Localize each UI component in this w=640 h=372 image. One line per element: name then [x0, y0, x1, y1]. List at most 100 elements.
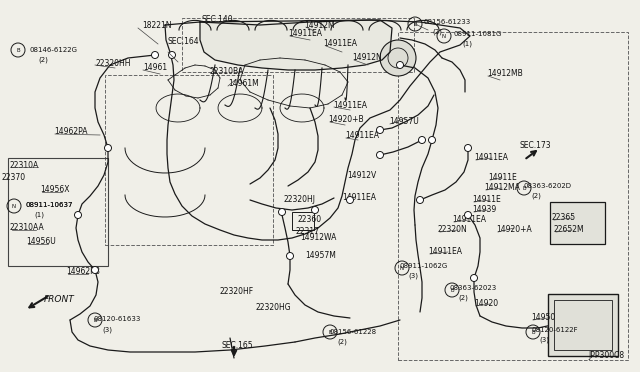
- Bar: [292, 212, 314, 230]
- Text: 14956X: 14956X: [40, 186, 70, 195]
- Text: 14911EA: 14911EA: [333, 100, 367, 109]
- Text: 22320HJ: 22320HJ: [283, 196, 315, 205]
- Circle shape: [376, 126, 383, 134]
- Text: 14912WA: 14912WA: [300, 234, 337, 243]
- Text: 14912MB: 14912MB: [487, 70, 523, 78]
- Circle shape: [376, 151, 383, 158]
- Text: (1): (1): [462, 41, 472, 47]
- Text: 14950: 14950: [531, 314, 556, 323]
- Circle shape: [397, 61, 403, 68]
- Circle shape: [152, 51, 159, 58]
- Text: 08911-10637: 08911-10637: [26, 202, 74, 208]
- Text: 08156-61233: 08156-61233: [424, 19, 471, 25]
- Text: 22320HF: 22320HF: [220, 288, 254, 296]
- Text: JPP300C8: JPP300C8: [588, 352, 624, 360]
- Circle shape: [470, 275, 477, 282]
- Text: (3): (3): [408, 273, 418, 279]
- Text: 22310A: 22310A: [10, 160, 39, 170]
- Text: 22310BA: 22310BA: [210, 67, 244, 77]
- Text: 22370: 22370: [2, 173, 26, 183]
- Text: B: B: [413, 22, 417, 26]
- Bar: [550, 202, 605, 244]
- Text: 22320HH: 22320HH: [96, 58, 131, 67]
- Text: 14961M: 14961M: [228, 80, 259, 89]
- Polygon shape: [200, 20, 392, 70]
- Text: 08363-6202D: 08363-6202D: [523, 183, 571, 189]
- Text: 14912N: 14912N: [352, 54, 381, 62]
- Bar: [105, 75, 273, 245]
- Circle shape: [429, 137, 435, 144]
- Text: (2): (2): [337, 339, 347, 345]
- Text: N: N: [400, 266, 404, 270]
- Text: SEC.164: SEC.164: [168, 38, 200, 46]
- Text: 22652M: 22652M: [554, 225, 584, 234]
- Text: 14920+B: 14920+B: [328, 115, 364, 125]
- Text: 08146-6122G: 08146-6122G: [30, 47, 78, 53]
- Text: 14912V: 14912V: [347, 171, 376, 180]
- Text: FRONT: FRONT: [44, 295, 75, 305]
- Text: 14962PA: 14962PA: [54, 128, 88, 137]
- Text: 08911-10637: 08911-10637: [26, 202, 74, 208]
- Bar: [8, 158, 108, 266]
- Text: 14920+A: 14920+A: [496, 225, 532, 234]
- Text: SEC.165: SEC.165: [221, 340, 253, 350]
- Bar: [182, 18, 414, 72]
- Text: 08363-62023: 08363-62023: [450, 285, 497, 291]
- Circle shape: [168, 51, 175, 58]
- Text: 14912MA: 14912MA: [484, 183, 520, 192]
- Text: 08120-6122F: 08120-6122F: [531, 327, 578, 333]
- Text: 22365: 22365: [552, 214, 576, 222]
- Text: 14911EA: 14911EA: [342, 193, 376, 202]
- Text: 08911-1062G: 08911-1062G: [400, 263, 448, 269]
- Text: 14911EA: 14911EA: [323, 39, 357, 48]
- Text: 14911EA: 14911EA: [428, 247, 462, 257]
- Text: 14957M: 14957M: [305, 251, 336, 260]
- Text: (2): (2): [38, 57, 48, 63]
- Text: B: B: [522, 186, 526, 190]
- Text: 22320N: 22320N: [438, 225, 468, 234]
- Circle shape: [92, 266, 99, 273]
- Text: B: B: [16, 48, 20, 52]
- Circle shape: [419, 137, 426, 144]
- Text: B: B: [450, 288, 454, 292]
- Circle shape: [346, 196, 353, 203]
- Text: N: N: [12, 203, 16, 208]
- Text: 22360: 22360: [298, 215, 322, 224]
- Circle shape: [465, 144, 472, 151]
- Circle shape: [278, 208, 285, 215]
- Text: 14962PB: 14962PB: [66, 267, 100, 276]
- Text: 22310AA: 22310AA: [10, 224, 45, 232]
- Text: 14911E: 14911E: [488, 173, 516, 183]
- Text: 08120-61633: 08120-61633: [94, 316, 141, 322]
- Text: 14939: 14939: [472, 205, 496, 215]
- Bar: [398, 32, 628, 360]
- Text: (2): (2): [531, 193, 541, 199]
- Circle shape: [312, 206, 319, 214]
- Text: 14911E: 14911E: [472, 196, 500, 205]
- Text: B: B: [93, 317, 97, 323]
- Text: (2): (2): [432, 29, 442, 35]
- Bar: [548, 294, 618, 356]
- Text: 18221N: 18221N: [142, 22, 172, 31]
- Text: 14956U: 14956U: [26, 237, 56, 247]
- Text: SEC.140: SEC.140: [202, 16, 234, 25]
- Text: 14911EA: 14911EA: [474, 154, 508, 163]
- Text: 08156-61228: 08156-61228: [329, 329, 376, 335]
- Text: 22320HG: 22320HG: [256, 304, 292, 312]
- Text: 14920: 14920: [474, 299, 498, 308]
- Text: B: B: [531, 330, 535, 334]
- Text: 14911EA: 14911EA: [288, 29, 322, 38]
- Text: 08911-1081G: 08911-1081G: [454, 31, 502, 37]
- Circle shape: [380, 40, 416, 76]
- Text: (3): (3): [539, 337, 549, 343]
- Text: 14911EA: 14911EA: [452, 215, 486, 224]
- Text: 22317: 22317: [295, 227, 319, 235]
- Text: N: N: [442, 33, 446, 38]
- Text: (3): (3): [102, 327, 112, 333]
- Text: SEC.173: SEC.173: [520, 141, 552, 151]
- Text: 14957U: 14957U: [389, 118, 419, 126]
- Circle shape: [287, 253, 294, 260]
- Circle shape: [465, 212, 472, 218]
- Text: (1): (1): [34, 212, 44, 218]
- Bar: [554, 300, 612, 350]
